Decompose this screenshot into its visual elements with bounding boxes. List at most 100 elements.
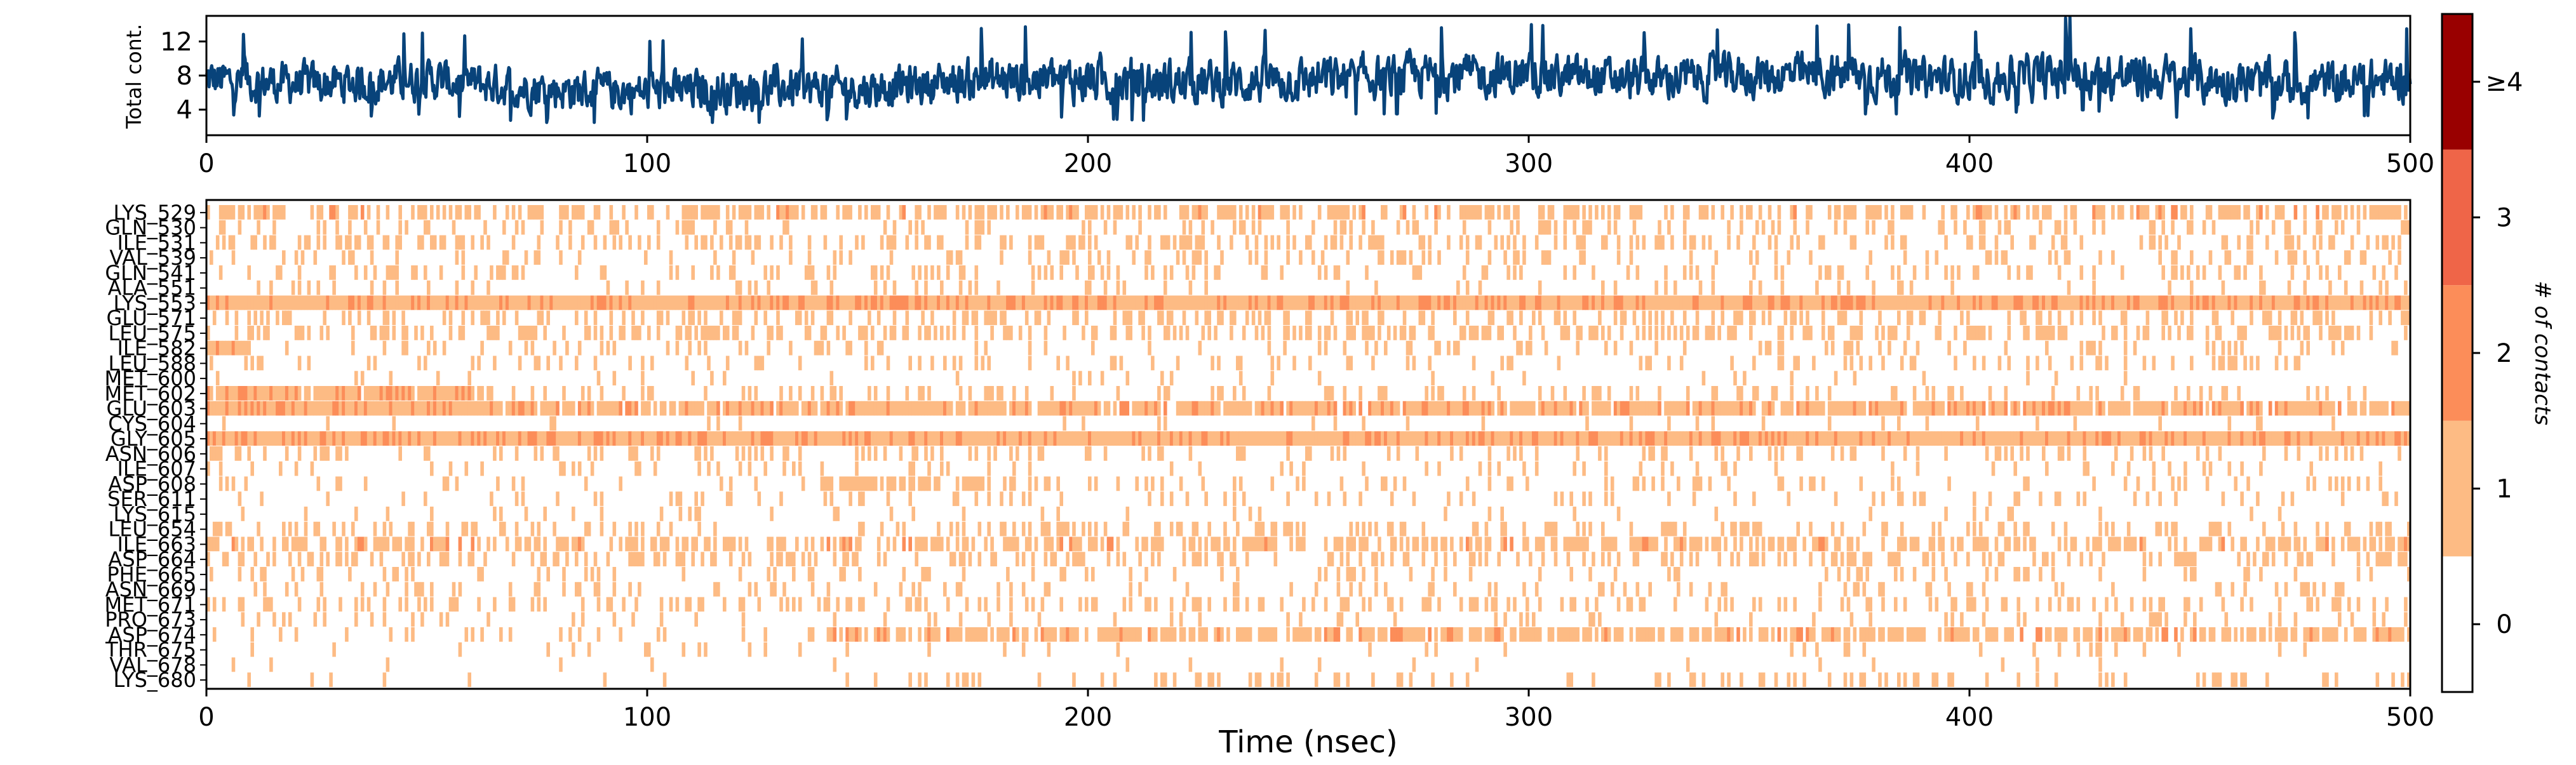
heatmap-cell: [1966, 401, 1970, 416]
heatmap-cell: [1393, 326, 1397, 340]
heatmap-cell: [2378, 205, 2382, 220]
heatmap-row-leu_654: [212, 521, 2411, 536]
heatmap-cell: [1897, 416, 1901, 431]
heatmap-cell: [1909, 356, 1914, 371]
heatmap-cell: [1333, 326, 1338, 340]
heatmap-cell: [401, 326, 405, 340]
heatmap-cell: [1736, 386, 1740, 401]
heatmap-cell: [210, 536, 213, 552]
heatmap-cell: [1827, 416, 1832, 431]
heatmap-cell: [937, 431, 941, 446]
heatmap-cell: [1487, 401, 1492, 416]
heatmap-cell: [2067, 446, 2071, 461]
heatmap-cell: [2158, 431, 2162, 446]
heatmap-cell: [1746, 521, 1750, 536]
heatmap-cell: [1185, 326, 1190, 340]
heatmap-cell: [1550, 521, 1555, 536]
heatmap-cell: [1063, 326, 1066, 340]
heatmap-cell: [1830, 326, 1835, 340]
heatmap-cell: [2184, 205, 2187, 220]
heatmap-row-ala_551: [257, 280, 2408, 295]
heatmap-cell: [918, 536, 922, 552]
heatmap-cell: [366, 356, 371, 371]
heatmap-cell: [1708, 326, 1712, 340]
heatmap-cell: [1405, 401, 1410, 416]
heatmap-cell: [864, 326, 868, 340]
heatmap-cell: [1903, 205, 1907, 220]
heatmap-cell: [2259, 280, 2263, 295]
heatmap-cell: [1506, 265, 1510, 280]
heatmap-cell: [1727, 235, 1731, 250]
heatmap-cell: [1812, 476, 1816, 491]
heatmap-cell: [392, 326, 396, 340]
heatmap-cell: [829, 491, 834, 507]
heatmap-cell: [1585, 220, 1589, 235]
heatmap-cell: [1393, 295, 1397, 310]
heatmap-cell: [1330, 235, 1334, 250]
heatmap-cell: [1233, 205, 1237, 220]
heatmap-cell: [339, 235, 342, 250]
heatmap-cell: [2300, 340, 2304, 356]
heatmap-cell: [2039, 401, 2043, 416]
heatmap-cell: [442, 340, 446, 356]
heatmap-cell: [2089, 340, 2093, 356]
heatmap-cell: [511, 235, 516, 250]
heatmap-cell: [291, 386, 295, 401]
heatmap-cell: [1254, 295, 1259, 310]
heatmap-cell: [1082, 416, 1085, 431]
heatmap-cell: [1251, 431, 1256, 446]
heatmap-cell: [288, 431, 292, 446]
heatmap-cell: [1358, 295, 1362, 310]
heatmap-cell: [2268, 326, 2272, 340]
heatmap-cell: [2331, 401, 2335, 416]
heatmap-cell: [445, 431, 450, 446]
heatmap-cell: [653, 461, 657, 476]
heatmap-cell: [2057, 491, 2062, 507]
heatmap-cell: [1796, 235, 1800, 250]
heatmap-cell: [675, 220, 680, 235]
heatmap-cell: [2268, 295, 2272, 310]
heatmap-cell: [1459, 431, 1463, 446]
heatmap-cell: [1730, 295, 1734, 310]
heatmap-cell: [2149, 431, 2153, 446]
heatmap-cell: [622, 386, 626, 401]
heatmap-cell: [1138, 295, 1142, 310]
heatmap-cell: [276, 386, 279, 401]
heatmap-cell: [477, 205, 481, 220]
heatmap-cell: [2048, 310, 2052, 326]
heatmap-cell: [1154, 521, 1158, 536]
heatmap-cell: [789, 235, 793, 250]
heatmap-cell: [2102, 205, 2105, 220]
heatmap-cell: [883, 220, 887, 235]
heatmap-cell: [1450, 431, 1454, 446]
heatmap-cell: [1724, 401, 1727, 416]
heatmap-cell: [2215, 401, 2219, 416]
heatmap-cell: [1654, 295, 1658, 310]
heatmap-cell: [1550, 401, 1555, 416]
heatmap-cell: [927, 235, 931, 250]
heatmap-cell: [1308, 401, 1312, 416]
heatmap-cell: [647, 326, 651, 340]
heatmap-cell: [1188, 220, 1193, 235]
heatmap-cell: [1894, 326, 1898, 340]
heatmap-cell: [1037, 295, 1042, 310]
heatmap-cell: [1973, 295, 1976, 310]
heatmap-cell: [2102, 401, 2105, 416]
heatmap-cell: [1957, 431, 1961, 446]
heatmap-cell: [767, 280, 770, 295]
heatmap-cell: [382, 521, 387, 536]
heatmap-cell: [2152, 431, 2156, 446]
heatmap-cell: [786, 446, 789, 461]
heatmap-cell: [2029, 235, 2033, 250]
heatmap-cell: [987, 491, 991, 507]
heatmap-cell: [1088, 265, 1092, 280]
heatmap-cell: [408, 431, 412, 446]
heatmap-cell: [615, 431, 619, 446]
heatmap-cell: [1302, 476, 1306, 491]
heatmap-cell: [1223, 431, 1227, 446]
heatmap-cell: [1261, 431, 1265, 446]
heatmap-cell: [326, 491, 330, 507]
heatmap-cell: [2347, 431, 2351, 446]
heatmap-cell: [1997, 401, 2002, 416]
heatmap-cell: [263, 235, 267, 250]
